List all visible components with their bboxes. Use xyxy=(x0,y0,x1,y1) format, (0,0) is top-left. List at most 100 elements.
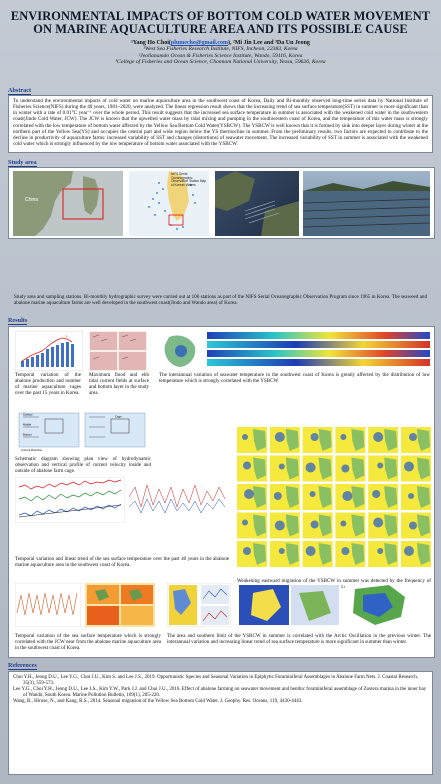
schematic-caption: Schematic diagram showing plan view of h… xyxy=(15,456,151,474)
tidal-current-fields xyxy=(89,331,147,371)
jcw-maps-graphic xyxy=(85,583,155,627)
ao-maps-graphic xyxy=(167,583,231,627)
results-box: ? Temporal variation of the abalone prod… xyxy=(8,326,435,658)
station-map-label: NIFS Serial Oceanographic Observation St… xyxy=(171,172,207,187)
frequency-map-panel xyxy=(368,427,399,453)
reference-item: Lee Y.G., Choi Y.H., Jeong D.U., Lee J.S… xyxy=(13,687,427,698)
frequency-map-panel xyxy=(269,512,300,539)
ysbcw-area-graphic xyxy=(345,583,431,627)
frequency-map-panel xyxy=(401,541,431,567)
stripes-graphic xyxy=(207,332,430,366)
frequency-map-panel xyxy=(335,541,366,567)
schematic-label-bottom: Bottom xyxy=(23,433,33,437)
frequency-map-panel xyxy=(368,455,399,482)
frequency-map-panel xyxy=(269,427,300,453)
sst-trend-graphic xyxy=(15,477,125,523)
abstract-box: To understand the environmental impacts … xyxy=(8,95,433,153)
reference-item: Wang, B., Hirose, N., and Kang, B.S., 20… xyxy=(13,699,303,704)
affiliation-3: ³College of Fisheries and Ocean Science,… xyxy=(115,59,326,66)
abstract-text: To understand the environmental impacts … xyxy=(13,98,428,148)
arctic-caption: The area and southern limit of the YSBCW… xyxy=(167,633,431,645)
sst-time-graphic xyxy=(15,583,81,627)
interannual-map xyxy=(159,331,203,371)
sst-time-caption: Temporal variation of the sea surface te… xyxy=(15,633,161,651)
abalone-production-chart: ? xyxy=(15,331,83,371)
sst-trend-chart xyxy=(15,477,125,523)
farm-photo-graphic xyxy=(303,181,430,236)
affiliation-1: ¹West Sea Fisheries Research Institute, … xyxy=(143,46,298,53)
aquaculture-farm-photo xyxy=(303,171,430,236)
jcw-sst-maps xyxy=(85,583,155,627)
author-block: ¹Yang Ho Choi(plumecho@gmail.com), ²Mi J… xyxy=(10,40,431,66)
poster-title: ENVIRONMENTAL IMPACTS OF BOTTOM COLD WAT… xyxy=(10,9,431,36)
frequency-map-panel xyxy=(302,512,333,539)
affiliation-2: ²Jeollanamdo Ocean & Fisheries Science I… xyxy=(138,52,303,59)
frequency-map-panel xyxy=(302,455,333,482)
abalone-chart-graphic: ? xyxy=(15,331,83,371)
frequency-map-panel xyxy=(335,427,366,453)
ysbcw-area-map xyxy=(345,583,431,627)
china-label: China xyxy=(25,197,38,203)
region-map: China xyxy=(13,171,123,236)
region-map-graphic: China xyxy=(13,171,123,236)
schematic-label-cage: Cage xyxy=(115,415,122,419)
ysbcw-maps-graphic xyxy=(237,583,341,627)
frequency-map-panel xyxy=(401,484,431,510)
schematic-label-current: Current Direction xyxy=(21,448,43,452)
frequency-map-panel xyxy=(302,484,333,510)
schematic-graphic: Surface Middle Bottom Current Direction … xyxy=(15,407,149,453)
references-heading: References xyxy=(8,662,37,670)
frequency-map-panel xyxy=(335,512,366,539)
sst-trend-caption: Temporal variation and linear trend of t… xyxy=(15,556,229,568)
cross-section-graphic xyxy=(129,477,229,523)
interannual-stripes-chart xyxy=(207,331,430,371)
frequency-map-panel xyxy=(237,427,267,453)
tidal-caption: Maximum flood and ebb tidal current fiel… xyxy=(89,372,149,396)
schematic-diagram: Surface Middle Bottom Current Direction … xyxy=(15,407,149,453)
sst-cross-section xyxy=(129,477,229,523)
frequency-map-panel xyxy=(237,541,267,567)
frequency-map-panel xyxy=(237,512,267,539)
results-heading: Results xyxy=(8,317,28,325)
ysbcw-limit-maps xyxy=(237,583,341,627)
references-box: Choi Y.H., Jeong D.U., Lee Y.G., Choi J.… xyxy=(8,671,433,775)
frequency-map-panel xyxy=(368,484,399,510)
abstract-heading: Abstract xyxy=(8,87,32,95)
frequency-map-panel xyxy=(269,541,300,567)
schematic-label-surface: Surface xyxy=(23,413,33,417)
frequency-map-panel xyxy=(335,455,366,482)
svg-text:?: ? xyxy=(65,334,68,339)
study-area-heading: Study area xyxy=(8,159,37,167)
frequency-map-panel xyxy=(335,484,366,510)
ao-correlation-maps xyxy=(167,583,231,627)
abalone-caption: Temporal variation of the abalone produc… xyxy=(15,372,81,396)
study-area-box: China NIFS Serial Oceanographic Observat… xyxy=(8,167,435,239)
frequency-map-panel xyxy=(401,427,431,453)
frequency-map-panel xyxy=(368,512,399,539)
frequency-map-panel xyxy=(269,455,300,482)
schematic-label-middle: Middle xyxy=(23,423,32,427)
frequency-map-panel xyxy=(368,541,399,567)
author-names: ¹Yang Ho Choi(plumecho@gmail.com), ²Mi J… xyxy=(131,40,310,46)
low-temperature-frequency-maps xyxy=(237,427,431,567)
frequency-map-panel xyxy=(401,455,431,482)
author-email-link[interactable]: plumecho@gmail.com xyxy=(170,40,228,46)
reference-item: Choi Y.H., Jeong D.U., Lee Y.G., Choi J.… xyxy=(13,675,418,686)
station-map-graphic xyxy=(129,171,209,236)
interannual-map-graphic xyxy=(159,331,203,371)
satellite-graphic xyxy=(215,171,299,236)
frequency-maps-graphic xyxy=(237,427,431,567)
frequency-map-panel xyxy=(302,541,333,567)
sst-time-series-chart xyxy=(15,583,81,627)
study-area-caption: Study area and sampling stations. Bi-mon… xyxy=(14,294,427,306)
frequency-map-panel xyxy=(237,484,267,510)
frequency-map-panel xyxy=(237,455,267,482)
frequency-map-panel xyxy=(401,512,431,539)
station-map: NIFS Serial Oceanographic Observation St… xyxy=(129,171,209,236)
interannual-caption: The interannual variation of seawater te… xyxy=(159,372,430,384)
tidal-field-graphic xyxy=(89,331,147,371)
aquaculture-satellite-image xyxy=(215,171,299,236)
frequency-map-panel xyxy=(302,427,333,453)
frequency-map-panel xyxy=(269,484,300,510)
